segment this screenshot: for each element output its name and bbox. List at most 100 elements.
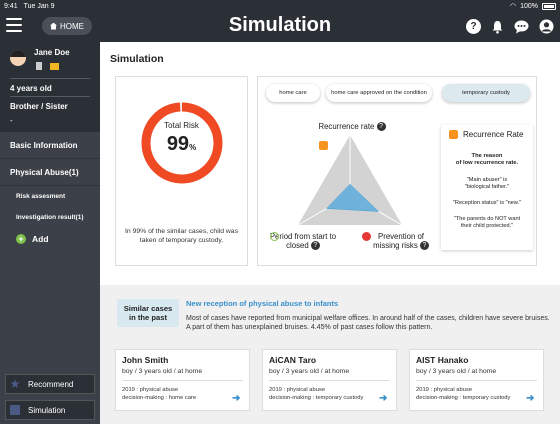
recurrence-title: Recurrence Rate xyxy=(449,130,523,139)
sidebar-subitem-investigation-result[interactable]: Investigation result(1) xyxy=(0,207,100,228)
option-label: home care xyxy=(279,90,307,96)
battery-icon xyxy=(542,2,556,10)
case-card[interactable]: AiCAN Taro boy / 3 years old / at home 2… xyxy=(262,349,397,411)
axis-label-recurrence: Recurrence rate ? xyxy=(318,122,386,132)
add-button[interactable]: + Add xyxy=(0,228,100,250)
arrow-right-icon[interactable]: ➜ xyxy=(379,393,388,404)
case-name: AIST Hanako xyxy=(416,355,469,365)
risk-arc xyxy=(141,102,223,184)
total-risk-card: Total Risk 99% In 99% of the similar cas… xyxy=(115,76,248,266)
recommend-button[interactable]: Recommend xyxy=(5,374,95,394)
option-label: temporary custody xyxy=(462,90,510,96)
help-icon[interactable]: ? xyxy=(310,241,320,251)
case-decision: decision-making : temporary custody xyxy=(416,395,511,401)
reason-line: "Main abuser" is xyxy=(466,177,508,183)
clock-icon xyxy=(270,232,279,241)
risk-value: 99% xyxy=(116,133,247,156)
case-decision: decision-making : temporary custody xyxy=(269,395,364,401)
case-year: 2019 : physical abuse xyxy=(122,387,179,393)
risk-note: In 99% of the similar cases, child was t… xyxy=(125,228,238,244)
avatar xyxy=(10,50,26,66)
case-decision: decision-making : home care xyxy=(122,395,197,401)
case-meta: boy / 3 years old / at home xyxy=(122,368,203,375)
wifi-icon: ◠ xyxy=(509,3,517,10)
status-time: 9:41 xyxy=(4,2,18,10)
axis-label-text: Recurrence rate xyxy=(318,122,375,131)
plus-icon: + xyxy=(16,234,26,244)
case-card[interactable]: John Smith boy / 3 years old / at home 2… xyxy=(115,349,250,411)
axis-label-text: Period from start to closed xyxy=(269,232,337,250)
profile-relation: Brother / Sister xyxy=(10,102,68,111)
reason-line: their child protected." xyxy=(460,223,514,229)
battery-percent: 100% xyxy=(520,2,538,10)
alert-icon xyxy=(362,232,371,241)
recurrence-reason-item: "Reception status" is "new." xyxy=(441,200,533,207)
profile-age: 4 years old xyxy=(10,84,52,93)
bell-icon[interactable] xyxy=(491,20,504,34)
status-date: Tue Jan 9 xyxy=(23,2,55,10)
sidebar-item-label: Physical Abuse(1) xyxy=(10,167,79,177)
similar-cases-tag: Similar cases in the past xyxy=(117,299,179,327)
reason-line: "biological father." xyxy=(464,184,510,190)
chat-icon[interactable] xyxy=(514,20,529,34)
recommend-button-label: Recommend xyxy=(28,379,74,389)
recurrence-reason-box: Recurrence Rate The reason of low recurr… xyxy=(441,125,533,250)
refresh-icon xyxy=(449,130,458,139)
similar-cases-section: Similar cases in the past New reception … xyxy=(100,285,560,424)
recurrence-subtitle: The reason of low recurrence rate. xyxy=(441,153,533,167)
similar-cases-heading: New reception of physical abuse to infan… xyxy=(186,299,339,308)
document-icon[interactable] xyxy=(36,62,42,70)
tag-line: Similar cases xyxy=(123,304,173,313)
case-year: 2019 : physical abuse xyxy=(269,387,326,393)
user-icon[interactable] xyxy=(539,19,554,34)
help-icon[interactable]: ? xyxy=(466,19,481,34)
status-bar: 9:41 Tue Jan 9 ◠ 100% xyxy=(0,0,560,12)
simulation-radar-card: home care home care approved on the cond… xyxy=(257,76,537,266)
simulation-button[interactable]: Simulation xyxy=(5,400,95,420)
option-home-care[interactable]: home care xyxy=(266,84,320,102)
home-icon xyxy=(50,22,57,30)
sidebar-subitem-label: Risk assesment xyxy=(16,193,66,200)
risk-unit: % xyxy=(189,143,197,152)
risk-donut xyxy=(141,102,223,184)
recurrence-subtitle-line: of low recurrence rate. xyxy=(455,160,519,166)
help-icon[interactable]: ? xyxy=(376,122,386,132)
recurrence-reason-item: "The parents do NOT want their child pro… xyxy=(441,216,533,230)
axis-label-text: Prevention of missing risks xyxy=(373,232,424,250)
risk-label: Total Risk xyxy=(164,121,199,130)
case-name: John Smith xyxy=(122,355,169,365)
option-home-care-conditional[interactable]: home care approved on the condition xyxy=(326,84,432,102)
sidebar-subitem-label: Investigation result(1) xyxy=(16,214,84,221)
arrow-right-icon[interactable]: ➜ xyxy=(232,393,241,404)
radar-value-area xyxy=(326,183,380,212)
axis-label-period: Period from start to closed ? xyxy=(263,232,343,251)
recurrence-reason-item: "Main abuser" is "biological father." xyxy=(441,177,533,191)
add-button-label: Add xyxy=(32,234,49,244)
tag-line: in the past xyxy=(129,313,167,322)
reason-line: "The parents do NOT want xyxy=(453,216,521,222)
case-name: AiCAN Taro xyxy=(269,355,317,365)
radar-chart xyxy=(297,135,403,226)
option-temporary-custody[interactable]: temporary custody xyxy=(442,84,530,102)
main-content: Simulation Total Risk 99% In 99% of the … xyxy=(100,42,560,424)
case-year: 2019 : physical abuse xyxy=(416,387,473,393)
profile-panel: Jane Doe 4 years old Brother / Sister - xyxy=(0,42,100,132)
sidebar-item-basic-information[interactable]: Basic Information xyxy=(0,132,100,159)
menu-icon[interactable] xyxy=(6,18,22,32)
folder-icon[interactable] xyxy=(50,63,59,70)
reason-line: "Reception status" is "new." xyxy=(452,200,522,206)
recurrence-subtitle-line: The reason xyxy=(471,153,503,159)
sidebar-item-label: Basic Information xyxy=(10,140,78,150)
divider xyxy=(122,380,243,381)
sidebar-item-physical-abuse[interactable]: Physical Abuse(1) xyxy=(0,159,100,186)
case-card[interactable]: AIST Hanako boy / 3 years old / at home … xyxy=(409,349,544,411)
page-title: Simulation xyxy=(228,14,332,36)
sidebar-subitem-risk-assesment[interactable]: Risk assesment xyxy=(0,186,100,207)
arrow-right-icon[interactable]: ➜ xyxy=(526,393,535,404)
similar-cases-description: Most of cases have reported from municip… xyxy=(186,315,550,331)
star-icon xyxy=(10,379,20,389)
help-icon[interactable]: ? xyxy=(419,241,429,251)
profile-name: Jane Doe xyxy=(34,48,70,57)
case-meta: boy / 3 years old / at home xyxy=(269,368,350,375)
home-button[interactable]: HOME xyxy=(42,17,92,35)
